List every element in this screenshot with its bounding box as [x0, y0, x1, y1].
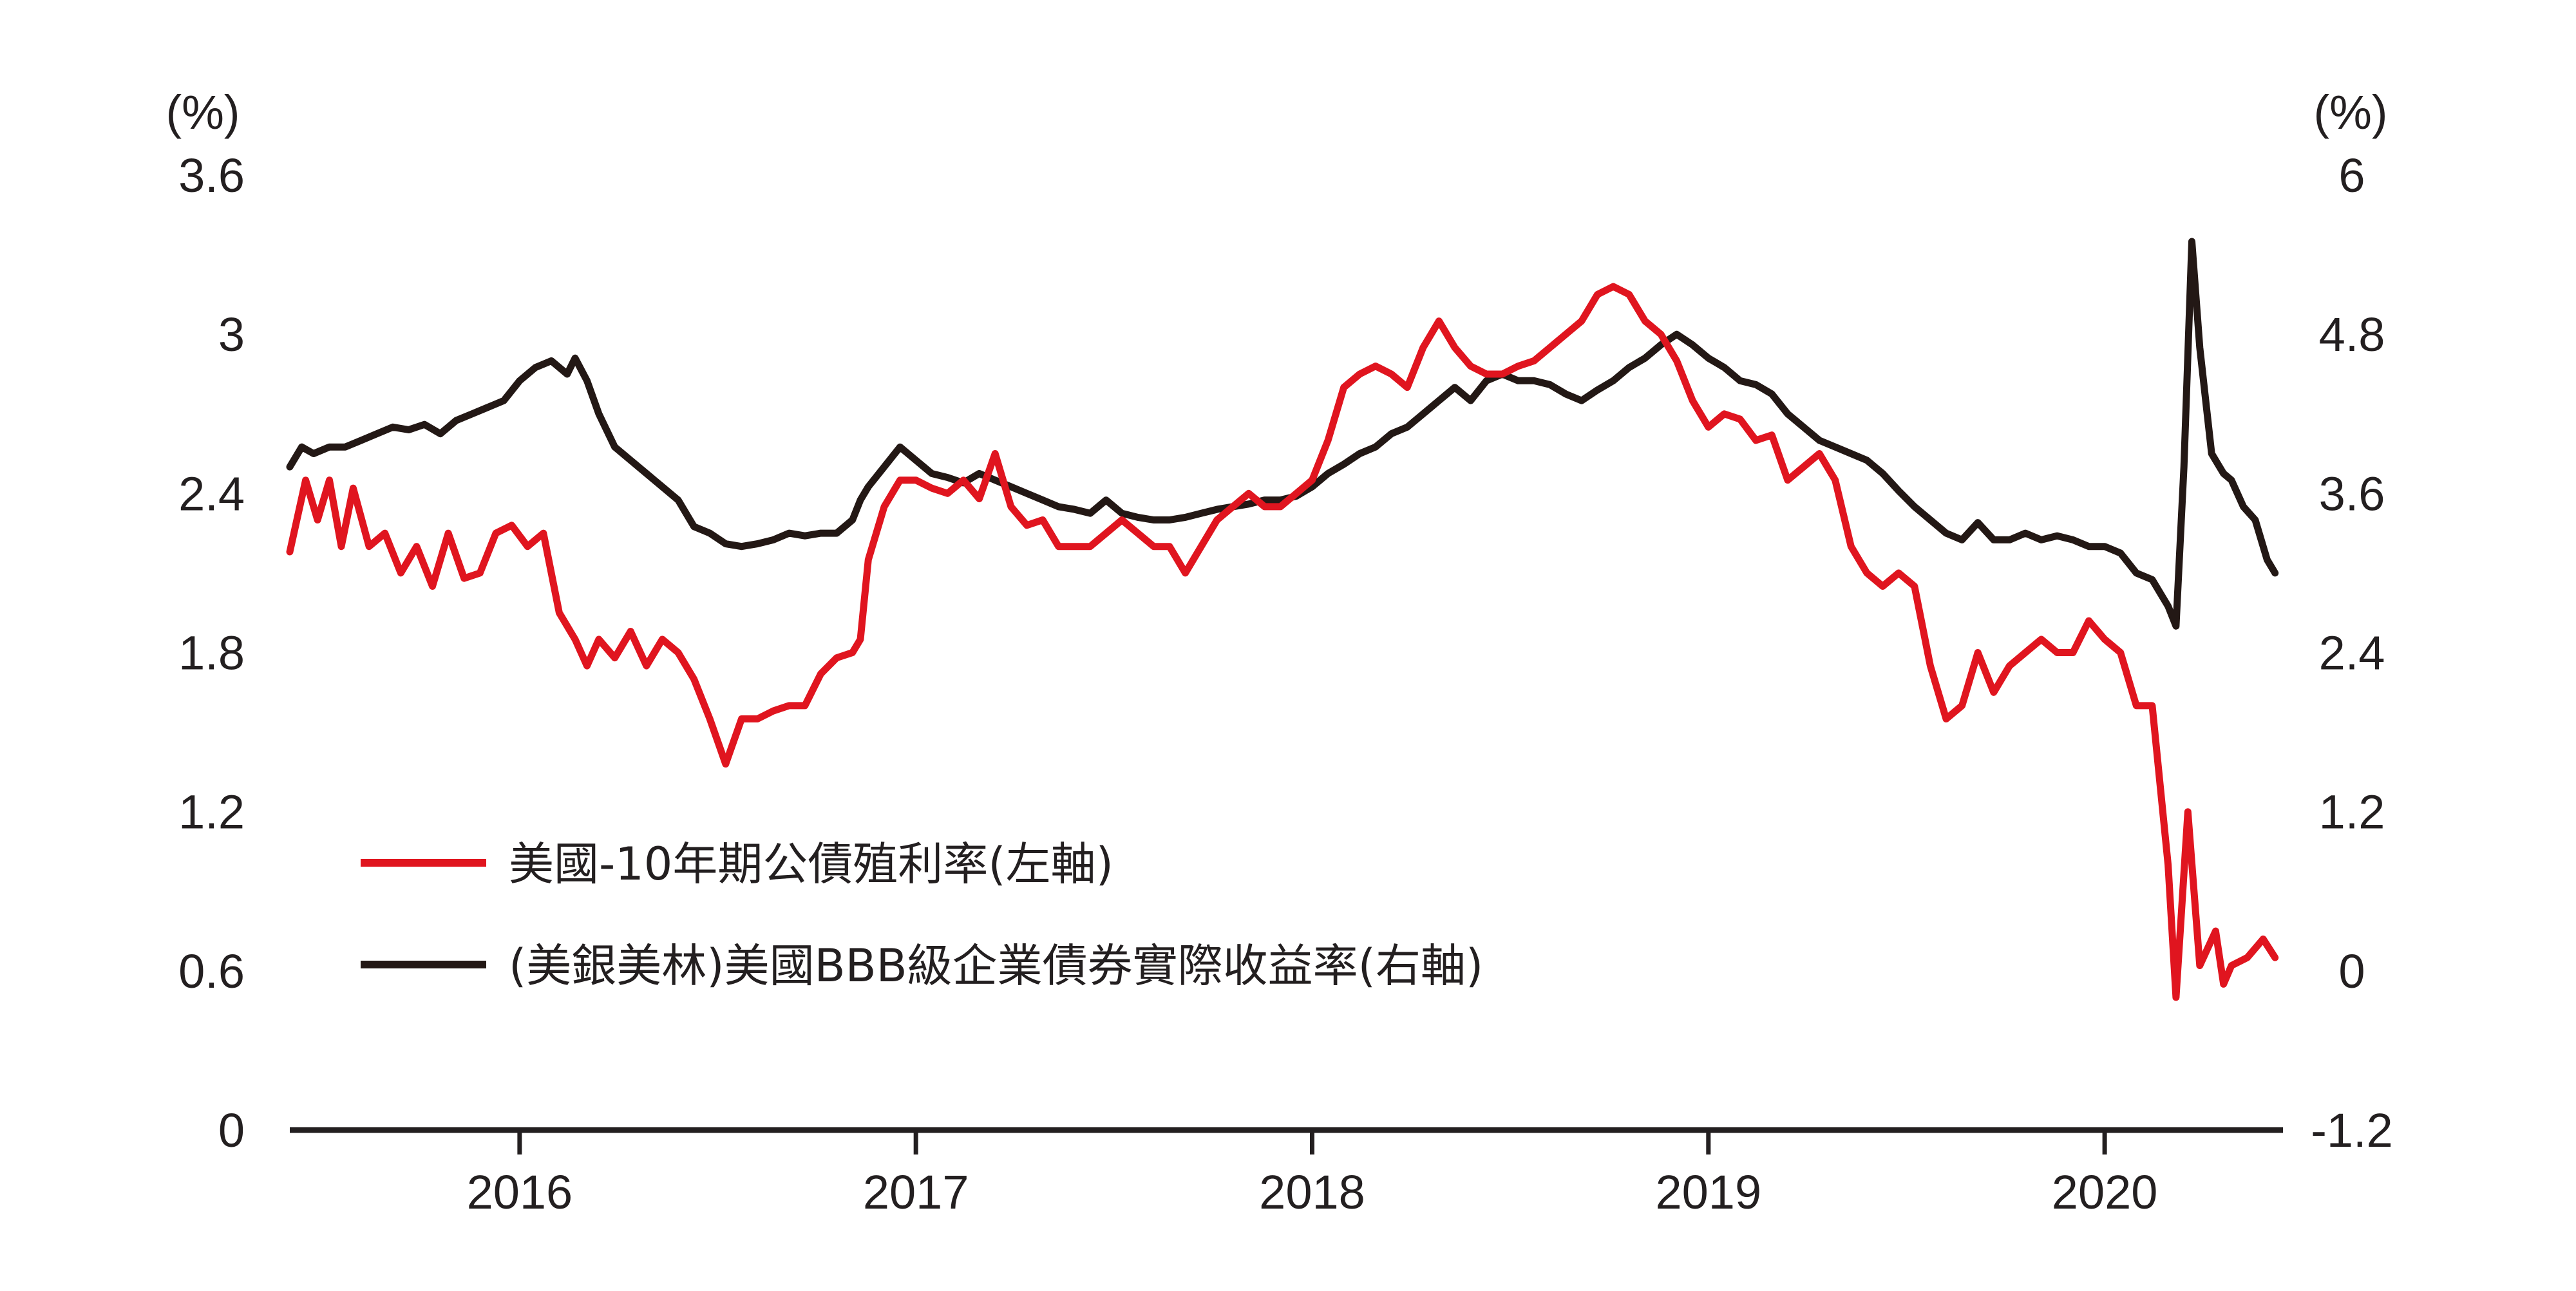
- right-axis-tick-label: 3.6: [2319, 467, 2385, 520]
- x-axis-tick-label: 2019: [1655, 1165, 1761, 1219]
- legend: 美國-10年期公債殖利率(左軸) (美銀美林)美國BBB級企業債券實際收益率(右…: [361, 838, 1483, 992]
- right-axis-tick-label: 1.2: [2319, 786, 2385, 839]
- right-axis-tick-label: 4.8: [2319, 308, 2385, 361]
- x-axis-tick-label: 2017: [863, 1165, 969, 1219]
- legend-item-bbb: (美銀美林)美國BBB級企業債券實際收益率(右軸): [361, 939, 1483, 992]
- series-line-treasury-10y: [286, 283, 2279, 1001]
- left-axis-tick-label: 2.4: [178, 467, 245, 520]
- x-axis-tick-label: 2016: [467, 1165, 573, 1219]
- left-axis-tick-label: 1.2: [178, 786, 245, 839]
- series-group: [286, 238, 2279, 1001]
- left-axis-tick-label: 3: [218, 308, 245, 361]
- series-line-bbb-yield: [286, 238, 2279, 630]
- legend-item-treasury: 美國-10年期公債殖利率(左軸): [361, 838, 1113, 891]
- left-axis-tick-label: 3.6: [178, 149, 245, 202]
- right-axis-tick-label: -1.2: [2311, 1104, 2393, 1157]
- left-axis-tick-label: 0: [218, 1104, 245, 1157]
- x-axis-ticks: 2016 2017 2018 2019 2020: [467, 1130, 2158, 1219]
- right-axis-ticks: -1.2 0 1.2 2.4 3.6 4.8 6: [2311, 149, 2393, 1157]
- right-axis-unit-label: (%): [2313, 86, 2387, 139]
- right-axis-tick-label: 2.4: [2319, 627, 2385, 680]
- right-axis-tick-label: 6: [2338, 149, 2365, 202]
- left-axis-ticks: 0 0.6 1.2 1.8 2.4 3 3.6: [178, 149, 245, 1157]
- legend-label-bbb: (美銀美林)美國BBB級企業債券實際收益率(右軸): [509, 939, 1483, 992]
- legend-label-treasury: 美國-10年期公債殖利率(左軸): [509, 838, 1113, 891]
- x-axis-tick-label: 2018: [1259, 1165, 1365, 1219]
- left-axis-tick-label: 1.8: [178, 627, 245, 680]
- right-axis-tick-label: 0: [2338, 945, 2365, 998]
- left-axis-tick-label: 0.6: [178, 945, 245, 998]
- left-axis-unit-label: (%): [166, 86, 240, 139]
- x-axis-tick-label: 2020: [2052, 1165, 2158, 1219]
